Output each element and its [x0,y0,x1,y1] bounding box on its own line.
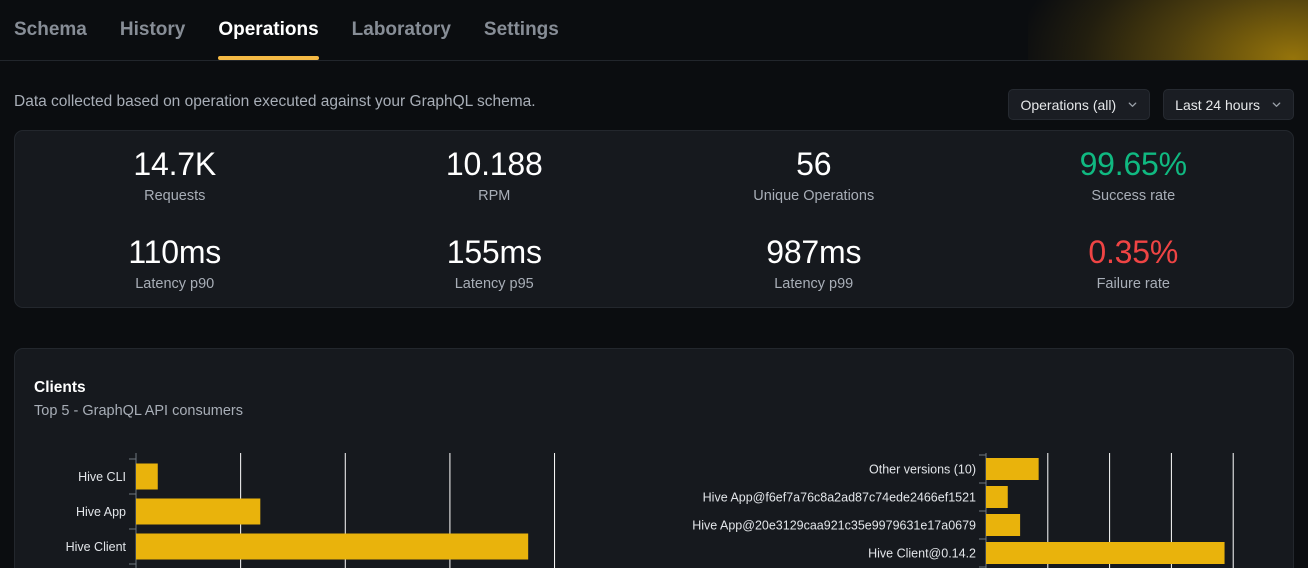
tab-operations[interactable]: Operations [218,0,319,60]
tab-laboratory[interactable]: Laboratory [352,0,451,42]
bar[interactable] [986,542,1225,564]
stat-rpm: 10.188 RPM [335,131,655,219]
operations-filter-label: Operations (all) [1020,96,1117,113]
tab-laboratory-label: Laboratory [351,19,451,40]
page-description: Data collected based on operation execut… [14,93,536,110]
clients-title: Clients [34,379,86,396]
stat-success-rate-label: Success rate [1091,187,1176,204]
stat-latency-p99-value: 987ms [766,233,862,270]
stat-latency-p90-label: Latency p90 [135,275,215,292]
chevron-down-icon [1272,102,1281,107]
tab-settings-label: Settings [483,19,559,40]
stat-requests: 14.7K Requests [15,131,335,219]
bar[interactable] [986,514,1021,536]
stat-latency-p90: 110ms Latency p90 [15,219,335,307]
metrics-grid: 14.7K Requests 10.188 RPM 56 Unique Oper… [15,131,1293,307]
stat-requests-label: Requests [144,187,206,204]
stat-rpm-value: 10.188 [445,145,543,182]
stat-latency-p90-value: 110ms [128,233,222,270]
tab-operations-label: Operations [218,19,319,40]
clients-card: Clients Top 5 - GraphQL API consumers Hi… [14,348,1294,568]
y-axis-label: Hive App@f6ef7a76c8a2ad87c74ede2466ef152… [703,491,976,505]
header-glow-decoration [1028,0,1308,60]
stat-rpm-label: RPM [478,187,511,204]
clients-by-version-chart: Other versions (10) Hive App@f6ef7a76c8a2… [661,453,1293,568]
stat-success-rate: 99.65% Success rate [974,131,1294,219]
clients-by-name-svg: Hive CLI Hive App Hive Client [66,453,556,568]
tab-schema-label: Schema [14,19,87,40]
chevron-down-icon [1128,102,1137,107]
stat-latency-p99: 987ms Latency p99 [654,219,974,307]
stat-latency-p95: 155ms Latency p95 [335,219,655,307]
y-axis-label: Hive Client [66,540,127,554]
y-axis-label: Other versions (10) [869,463,976,477]
period-filter-dropdown[interactable]: Last 24 hours [1163,89,1294,120]
bar[interactable] [986,486,1008,508]
clients-by-version-svg: Other versions (10) Hive App@f6ef7a76c8a2… [692,453,1234,568]
bar[interactable] [136,463,158,490]
stat-unique-operations-label: Unique Operations [753,187,875,204]
stat-latency-p95-label: Latency p95 [454,275,534,292]
bar[interactable] [986,458,1039,480]
tab-history[interactable]: History [120,0,185,42]
stat-latency-p99-label: Latency p99 [774,275,854,292]
bar[interactable] [136,533,529,560]
tab-bar: Schema History Operations Laboratory Set… [14,0,592,60]
stat-failure-rate: 0.35% Failure rate [974,219,1294,307]
metrics-summary-card: 14.7K Requests 10.188 RPM 56 Unique Oper… [14,130,1294,308]
stat-requests-value: 14.7K [133,145,217,182]
tab-settings[interactable]: Settings [484,0,559,42]
stat-failure-rate-label: Failure rate [1096,275,1170,292]
tab-schema[interactable]: Schema [14,0,87,42]
filter-controls: Operations (all) Last 24 hours [1008,89,1294,120]
operations-filter-dropdown[interactable]: Operations (all) [1008,89,1151,120]
y-axis-label: Hive CLI [78,470,126,484]
bar[interactable] [136,498,261,525]
stat-latency-p95-value: 155ms [446,233,542,270]
top-navigation: Schema History Operations Laboratory Set… [0,0,1308,61]
period-filter-label: Last 24 hours [1175,96,1260,113]
clients-subtitle: Top 5 - GraphQL API consumers [34,403,244,419]
y-axis-label: Hive Client@0.14.2 [868,547,976,561]
stat-unique-operations: 56 Unique Operations [654,131,974,219]
y-axis-label: Hive App@20e3129caa921c35e9979631e17a067… [692,519,976,533]
stat-success-rate-value: 99.65% [1079,145,1188,182]
stat-failure-rate-value: 0.35% [1088,233,1179,270]
stat-unique-operations-value: 56 [796,145,832,182]
y-axis-label: Hive App [76,505,126,519]
tab-history-label: History [119,19,186,40]
clients-by-name-chart: Hive CLI Hive App Hive Client [15,453,655,568]
